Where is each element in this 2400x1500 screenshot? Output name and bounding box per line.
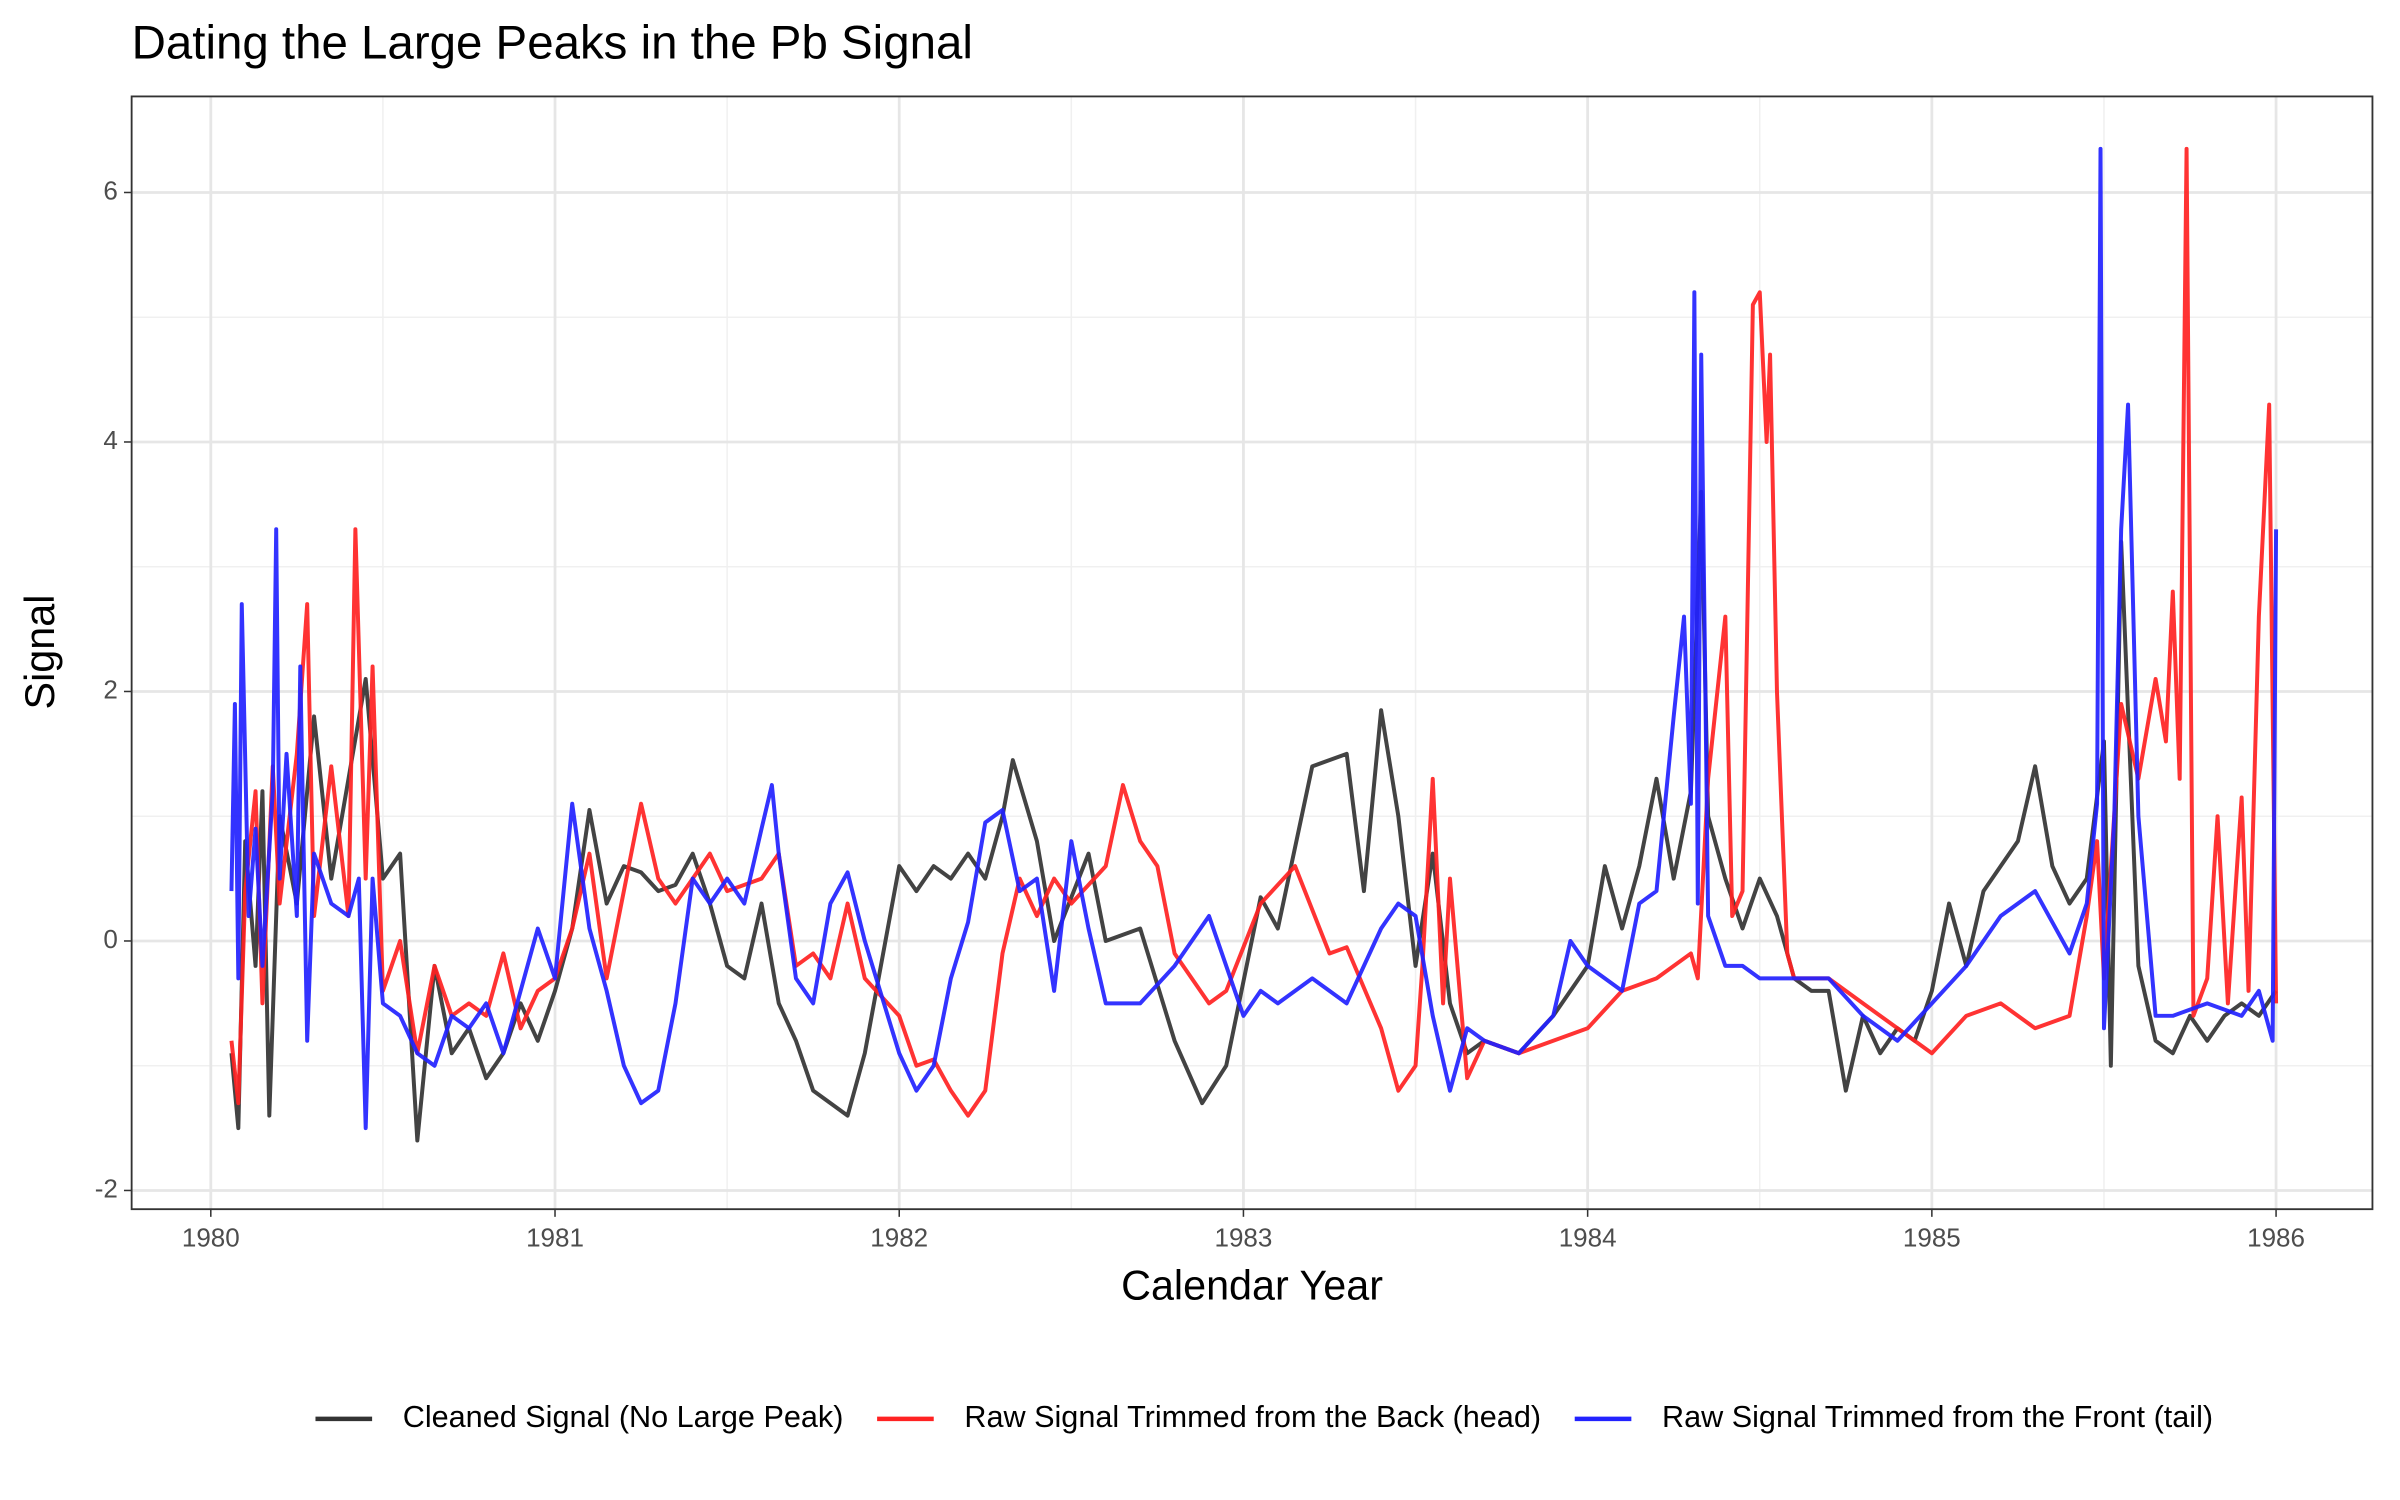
x-tick-label: 1985 <box>1903 1223 1961 1253</box>
series-line <box>229 146 2279 1131</box>
chart-title: Dating the Large Peaks in the Pb Signal <box>132 16 973 69</box>
y-tick-label: 2 <box>103 674 117 704</box>
plot-background <box>131 96 2373 1210</box>
y-tick-label: -2 <box>95 1173 118 1203</box>
plot-border <box>130 95 2374 1211</box>
y-axis-title: Signal <box>17 595 63 710</box>
y-tick-label: 0 <box>103 924 117 954</box>
x-axis-title: Calendar Year <box>1121 1263 1383 1309</box>
x-tick-label: 1982 <box>870 1223 928 1253</box>
x-tick-label: 1986 <box>2247 1223 2305 1253</box>
legend-label: Raw Signal Trimmed from the Back (head) <box>964 1400 1541 1434</box>
x-tick-label: 1981 <box>526 1223 584 1253</box>
legend: Cleaned Signal (No Large Peak) Raw Signal… <box>315 1400 2213 1434</box>
series-line <box>229 146 2279 1118</box>
legend-label: Raw Signal Trimmed from the Front (tail) <box>1662 1400 2213 1434</box>
x-tick-label: 1980 <box>182 1223 240 1253</box>
series-line <box>229 489 2278 1143</box>
legend-label: Cleaned Signal (No Large Peak) <box>403 1400 844 1434</box>
y-tick-label: 6 <box>103 175 117 205</box>
x-tick-label: 1983 <box>1214 1223 1272 1253</box>
y-tick-label: 4 <box>103 425 117 455</box>
x-tick-label: 1984 <box>1559 1223 1617 1253</box>
